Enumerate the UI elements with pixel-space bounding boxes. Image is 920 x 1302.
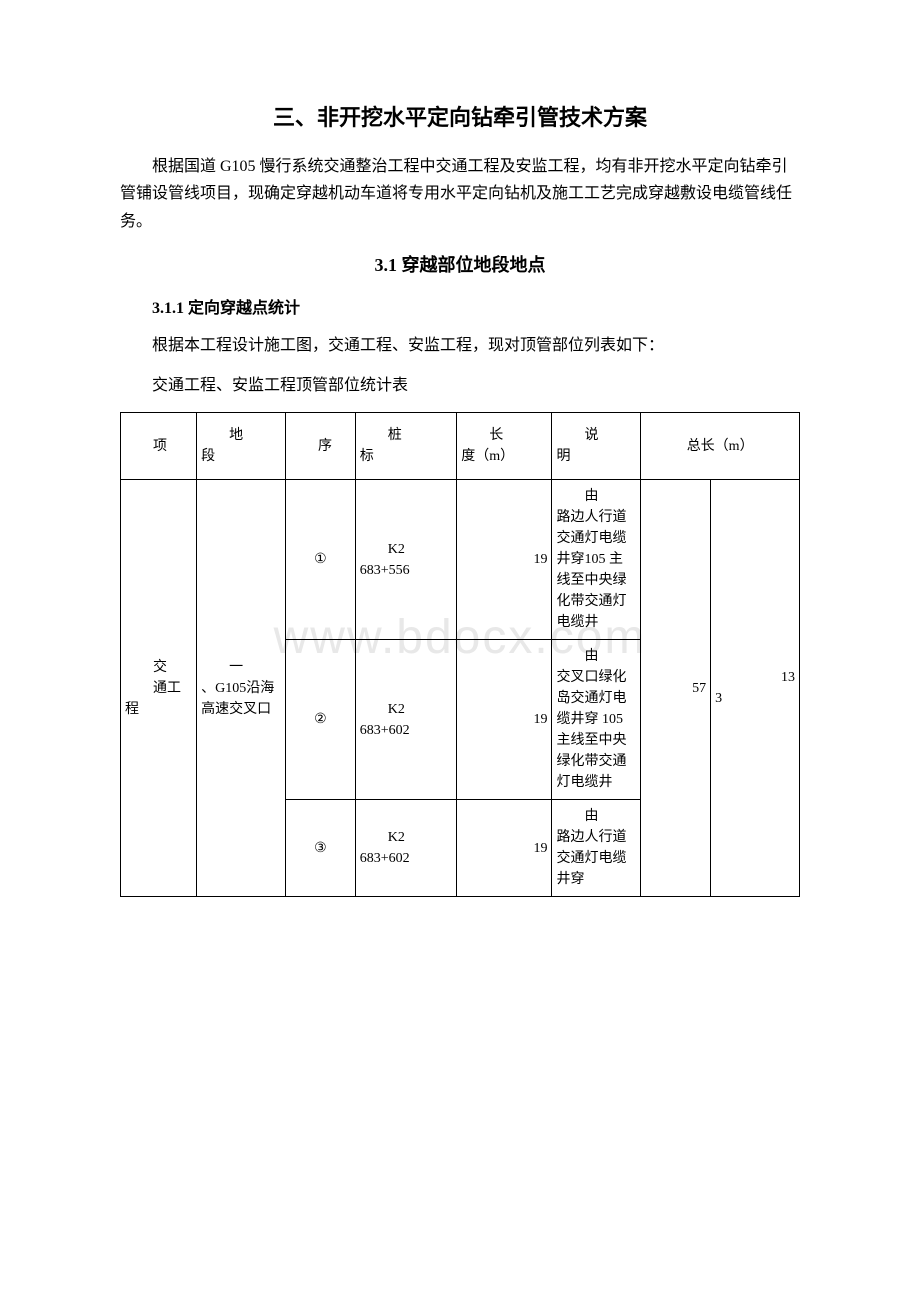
header-segment: 地 段 bbox=[197, 413, 286, 480]
header-length-prefix: 长 bbox=[489, 428, 503, 443]
main-title: 三、非开挖水平定向钻牵引管技术方案 bbox=[120, 100, 800, 135]
header-desc-suffix: 明 bbox=[556, 446, 570, 467]
header-desc-prefix: 说 bbox=[584, 428, 598, 443]
cell-pile-1-l1: K2 bbox=[360, 539, 453, 560]
header-length-suffix: 度（m） bbox=[461, 446, 514, 467]
intro-paragraph: 根据国道 G105 慢行系统交通整治工程中交通工程及安监工程，均有非开挖水平定向… bbox=[120, 153, 800, 235]
header-sequence: 序 bbox=[285, 413, 355, 480]
cell-seq-1: ① bbox=[285, 480, 355, 640]
cell-desc-2-l1: 由 bbox=[556, 646, 636, 667]
cell-desc-3: 由 路边人行道交通灯电缆井穿 bbox=[552, 800, 641, 897]
cell-segment: 一 、G105沿海高速交叉口 bbox=[197, 480, 286, 897]
table-header-row: 项 地 段 序 桩 标 长 度（m） 说 明 总长（m） bbox=[121, 413, 800, 480]
header-length: 长 度（m） bbox=[457, 413, 552, 480]
cell-length-1: 19 bbox=[457, 480, 552, 640]
header-desc: 说 明 bbox=[552, 413, 641, 480]
cell-project: 交 通工程 bbox=[121, 480, 197, 897]
header-segment-prefix: 地 bbox=[229, 428, 243, 443]
cell-seq-3: ③ bbox=[285, 800, 355, 897]
cell-pile-3: K2 683+602 bbox=[355, 800, 457, 897]
cell-pile-3-l2: 683+602 bbox=[360, 848, 453, 869]
header-total: 总长（m） bbox=[641, 413, 800, 480]
cell-desc-2: 由 交叉口绿化岛交通灯电缆井穿 105主线至中央绿化带交通灯电缆井 bbox=[552, 640, 641, 800]
cell-project-l1: 交 bbox=[125, 657, 192, 678]
cell-total-1: 57 bbox=[641, 480, 711, 897]
cell-total-2-l1: 13 bbox=[715, 667, 795, 688]
header-segment-suffix: 段 bbox=[201, 446, 215, 467]
cell-segment-l2: 、G105沿海高速交叉口 bbox=[201, 678, 281, 720]
cell-pile-3-l1: K2 bbox=[360, 827, 453, 848]
section-3-1-1-heading: 3.1.1 定向穿越点统计 bbox=[152, 296, 800, 322]
table-row: 交 通工程 一 、G105沿海高速交叉口 ① K2 683+556 19 由 路… bbox=[121, 480, 800, 640]
para-2: 交通工程、安监工程顶管部位统计表 bbox=[152, 373, 800, 399]
cell-project-l2: 通工程 bbox=[125, 678, 192, 720]
header-pile: 桩 标 bbox=[355, 413, 457, 480]
cell-desc-3-l2: 路边人行道交通灯电缆井穿 bbox=[556, 827, 636, 890]
header-project: 项 bbox=[121, 413, 197, 480]
cell-pile-2: K2 683+602 bbox=[355, 640, 457, 800]
cell-pile-1-l2: 683+556 bbox=[360, 560, 453, 581]
cell-total-2: 13 3 bbox=[711, 480, 800, 897]
header-pile-suffix: 标 bbox=[360, 446, 374, 467]
cell-segment-l1: 一 bbox=[201, 657, 281, 678]
section-3-1-heading: 3.1 穿越部位地段地点 bbox=[120, 251, 800, 280]
cell-desc-3-l1: 由 bbox=[556, 806, 636, 827]
cell-seq-2: ② bbox=[285, 640, 355, 800]
cell-desc-1-l2: 路边人行道交通灯电缆井穿105 主线至中央绿化带交通灯电缆井 bbox=[556, 507, 636, 633]
cell-desc-2-l2: 交叉口绿化岛交通灯电缆井穿 105主线至中央绿化带交通灯电缆井 bbox=[556, 667, 636, 793]
cell-total-2-l2: 3 bbox=[715, 688, 795, 709]
statistics-table: 项 地 段 序 桩 标 长 度（m） 说 明 总长（m） 交 bbox=[120, 412, 800, 897]
cell-pile-2-l2: 683+602 bbox=[360, 720, 453, 741]
cell-pile-2-l1: K2 bbox=[360, 699, 453, 720]
cell-pile-1: K2 683+556 bbox=[355, 480, 457, 640]
cell-desc-1: 由 路边人行道交通灯电缆井穿105 主线至中央绿化带交通灯电缆井 bbox=[552, 480, 641, 640]
para-1: 根据本工程设计施工图，交通工程、安监工程，现对顶管部位列表如下： bbox=[152, 333, 800, 359]
document-content: 三、非开挖水平定向钻牵引管技术方案 根据国道 G105 慢行系统交通整治工程中交… bbox=[120, 100, 800, 897]
cell-length-3: 19 bbox=[457, 800, 552, 897]
cell-desc-1-l1: 由 bbox=[556, 486, 636, 507]
cell-length-2: 19 bbox=[457, 640, 552, 800]
header-pile-prefix: 桩 bbox=[388, 428, 402, 443]
